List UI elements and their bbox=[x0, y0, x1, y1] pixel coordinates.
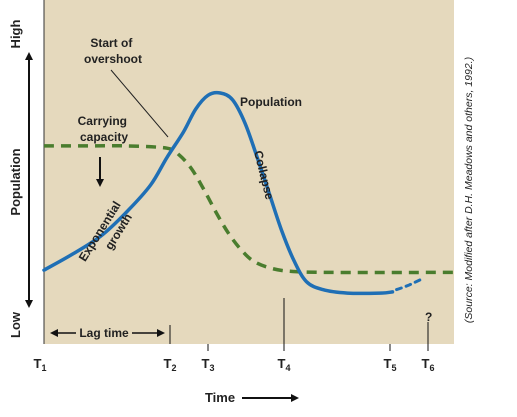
question-mark-label: ? bbox=[425, 310, 432, 324]
plot-background bbox=[44, 0, 454, 344]
start-of-overshoot-line-1: Start of bbox=[90, 36, 133, 50]
start-of-overshoot-label: Start of overshoot bbox=[84, 36, 142, 66]
y-axis-high-label: High bbox=[8, 20, 23, 49]
x-tick-label: T2 bbox=[164, 356, 177, 373]
series-layer bbox=[42, 90, 455, 296]
x-tick-label: T5 bbox=[384, 356, 397, 373]
x-axis-title: Time bbox=[205, 390, 235, 405]
population-uncertain-future-line bbox=[395, 277, 423, 292]
carrying-capacity-line-1: Carrying bbox=[78, 114, 127, 128]
x-tick-label: T1 bbox=[34, 356, 47, 373]
carrying-capacity-line bbox=[43, 143, 455, 275]
lag-time-label: Lag time bbox=[79, 326, 129, 340]
x-tick-label: T4 bbox=[278, 356, 291, 373]
x-tick-label: T6 bbox=[422, 356, 435, 373]
population-label: Population bbox=[240, 95, 302, 109]
y-axis-title: Population bbox=[8, 148, 23, 215]
carrying-capacity-line-2: capacity bbox=[80, 130, 128, 144]
population-line bbox=[42, 90, 395, 296]
x-axis-ticks: T1 T2 T3 T4 T5 T6 bbox=[34, 298, 435, 373]
source-note: (Source: Modified after D.H. Meadows and… bbox=[463, 57, 475, 323]
start-of-overshoot-line-2: overshoot bbox=[84, 52, 142, 66]
y-axis-low-label: Low bbox=[8, 311, 23, 338]
x-tick-label: T3 bbox=[202, 356, 215, 373]
overshoot-pointer-line bbox=[110, 69, 169, 138]
carrying-capacity-label: Carrying capacity bbox=[78, 114, 131, 144]
